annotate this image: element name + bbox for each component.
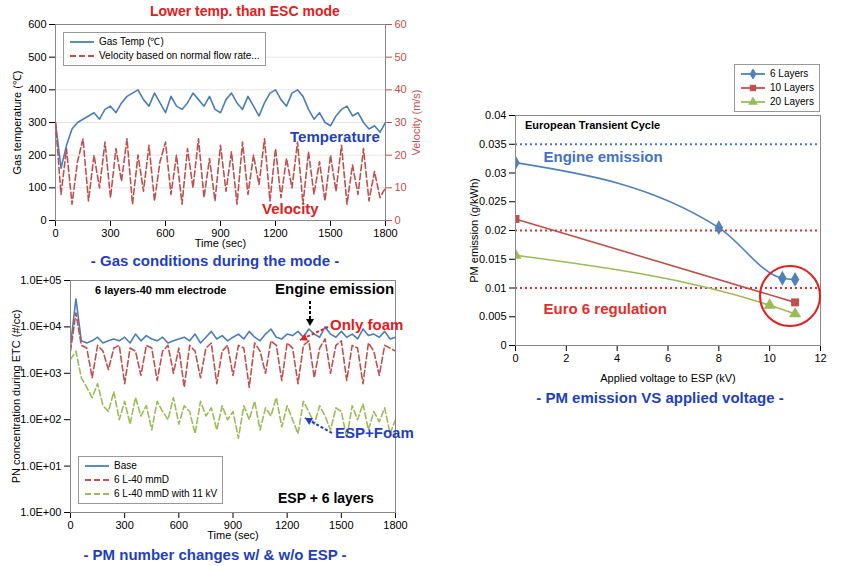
svg-text:1.0E+00: 1.0E+00 (20, 506, 61, 518)
svg-text:1500: 1500 (318, 227, 342, 239)
svg-text:8: 8 (716, 352, 722, 364)
svg-text:Euro 6 regulation: Euro 6 regulation (544, 300, 667, 317)
svg-text:1.0E+01: 1.0E+01 (20, 460, 61, 472)
svg-text:0: 0 (40, 214, 46, 226)
svg-text:Applied voltage to ESP (kV): Applied voltage to ESP (kV) (600, 372, 736, 384)
svg-text:12: 12 (814, 352, 826, 364)
html-text:ESP + 6 layers: ESP + 6 layers (278, 490, 374, 506)
svg-text:300: 300 (28, 116, 46, 128)
html-text:Velocity: Velocity (262, 200, 319, 217)
svg-text:1200: 1200 (275, 519, 299, 531)
html-text:6 L-40 mmD with 11 kV: 6 L-40 mmD with 11 kV (114, 488, 218, 499)
html-text:Velocity based on normal flow: Velocity based on normal flow rate... (99, 50, 260, 61)
svg-text:1.0E+05: 1.0E+05 (20, 274, 61, 286)
html-text:- PM number changes w/ & w/o E: - PM number changes w/ & w/o ESP - (83, 546, 347, 563)
html-text:ESP+Foam: ESP+Foam (335, 424, 414, 441)
svg-text:0: 0 (395, 214, 401, 226)
html-text:6 L-40 mmD: 6 L-40 mmD (114, 474, 169, 485)
html-text:6 layers-40 mm electrode: 6 layers-40 mm electrode (95, 284, 227, 296)
svg-text:300: 300 (115, 519, 133, 531)
html-text:- Gas conditions during the mo: - Gas conditions during the mode - (90, 252, 340, 269)
svg-text:100: 100 (28, 181, 46, 193)
svg-text:0: 0 (500, 339, 506, 351)
svg-text:0.04: 0.04 (485, 109, 506, 121)
svg-text:300: 300 (101, 227, 119, 239)
svg-text:Velocity (m/s): Velocity (m/s) (410, 89, 422, 155)
svg-text:200: 200 (28, 149, 46, 161)
svg-text:Gas temperature (℃): Gas temperature (℃) (11, 71, 23, 175)
svg-text:2: 2 (563, 352, 569, 364)
html-text:Gas Temp (℃): Gas Temp (℃) (99, 36, 164, 47)
svg-text:400: 400 (28, 83, 46, 95)
svg-text:Time (sec): Time (sec) (207, 529, 259, 541)
svg-text:900: 900 (223, 519, 243, 532)
html-text:Engine emission: Engine emission (275, 280, 395, 297)
svg-text:6: 6 (665, 352, 671, 364)
svg-text:0.015: 0.015 (479, 253, 507, 265)
svg-text:500: 500 (28, 51, 46, 63)
html-text:Only foam: Only foam (330, 316, 404, 333)
svg-text:10: 10 (395, 181, 407, 193)
svg-text:900: 900 (211, 227, 230, 240)
svg-text:0.03: 0.03 (485, 167, 506, 179)
html-text:Temperature: Temperature (290, 128, 380, 145)
svg-text:50: 50 (395, 51, 407, 63)
html-text:20 Layers: 20 Layers (770, 96, 814, 107)
svg-text:1800: 1800 (373, 227, 397, 239)
svg-text:600: 600 (28, 18, 46, 30)
html-text:- PM emission VS applied volta: - PM emission VS applied voltage - (536, 389, 784, 406)
svg-text:0.01: 0.01 (485, 282, 506, 294)
svg-text:Engine emission: Engine emission (544, 148, 663, 165)
svg-text:0: 0 (52, 227, 58, 239)
svg-text:1200: 1200 (263, 227, 287, 239)
svg-text:20: 20 (395, 149, 407, 161)
svg-text:0.02: 0.02 (485, 224, 506, 236)
svg-text:Time (sec): Time (sec) (195, 237, 247, 249)
html-text:Base: Base (114, 460, 137, 471)
svg-text:30: 30 (395, 116, 407, 128)
svg-text:1.0E+04: 1.0E+04 (20, 320, 61, 332)
svg-text:0.025: 0.025 (479, 195, 507, 207)
svg-text:1.0E+02: 1.0E+02 (20, 413, 61, 425)
svg-text:10: 10 (764, 352, 776, 364)
html-text:10 Layers: 10 Layers (770, 82, 814, 93)
svg-text:0.035: 0.035 (479, 138, 507, 150)
html-text:Lower temp. than ESC mode: Lower temp. than ESC mode (150, 3, 340, 19)
svg-text:60: 60 (395, 18, 407, 30)
svg-text:0: 0 (67, 519, 73, 531)
html-text:6 Layers: 6 Layers (770, 68, 809, 79)
svg-text:40: 40 (395, 83, 407, 95)
svg-text:4: 4 (614, 352, 620, 364)
svg-text:1.0E+03: 1.0E+03 (20, 367, 61, 379)
svg-text:0.005: 0.005 (479, 310, 507, 322)
svg-text:1800: 1800 (383, 519, 407, 531)
svg-text:1500: 1500 (329, 519, 353, 531)
svg-text:PM emission (g/kWh): PM emission (g/kWh) (468, 178, 480, 283)
svg-text:600: 600 (156, 227, 174, 239)
svg-text:600: 600 (170, 519, 188, 531)
svg-text:PN concentration during ETC (#: PN concentration during ETC (#/cc) (10, 310, 22, 484)
html-text:European Transient Cycle: European Transient Cycle (525, 119, 661, 131)
svg-text:0: 0 (512, 352, 518, 364)
